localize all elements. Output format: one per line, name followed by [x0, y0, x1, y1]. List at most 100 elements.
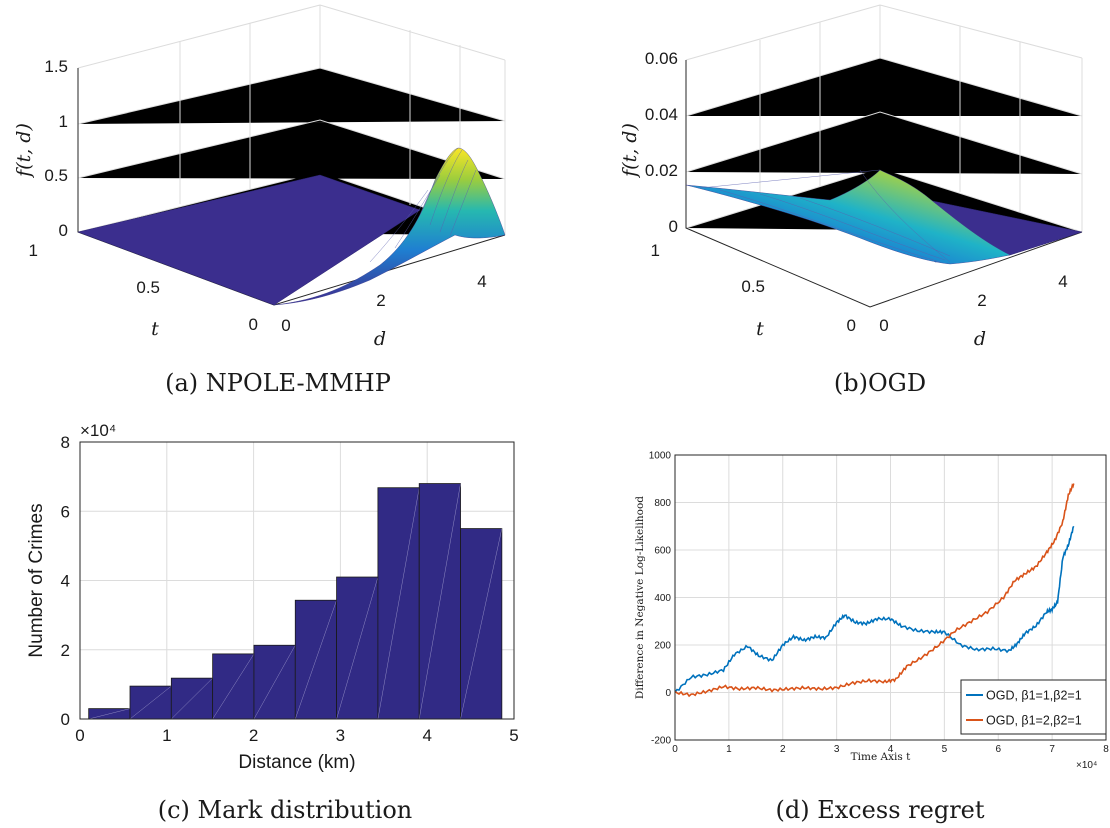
panel-d-ytick-label: 400: [654, 593, 671, 604]
panel-d-axes-frame: [674, 454, 1107, 741]
panel-c-yticks: 0 2 4 6 8: [61, 433, 70, 729]
panel-a-ztick: 0: [59, 221, 68, 240]
panel-b-caption: (b)OGD: [834, 369, 926, 397]
panel-d-xtick-label: 2: [780, 744, 786, 755]
panel-a-surface-mesh: [369, 147, 477, 263]
panel-d-series-line: [674, 483, 1075, 698]
panel-c-ytick-label: 0: [61, 710, 70, 729]
panel-a-zlabel: f(t, d): [13, 123, 35, 179]
panel-b-box: [685, 4, 1083, 308]
panel-c-bar-diagonal: [88, 708, 131, 720]
panel-c-ytick-label: 6: [61, 502, 70, 521]
panel-b-tlabel: t: [756, 318, 764, 340]
panel-c-xtick-label: 2: [249, 726, 258, 745]
panel-a-ttick: 0: [249, 315, 258, 334]
panel-c-bar-diagonal: [171, 677, 213, 720]
panel-a-ztick: 1: [59, 112, 68, 131]
panel-a-tlabel: t: [151, 318, 159, 340]
panel-b-dlabel: d: [974, 328, 986, 350]
panel-c-bars: [88, 483, 503, 720]
panel-d-ylabel: Difference in Negative Log-Likelihood: [634, 496, 646, 699]
panel-c-xtick-label: 5: [509, 726, 518, 745]
panel-b-dtick: 4: [1058, 272, 1067, 291]
panel-d-legend-label-2: OGD, β1=2,β2=1: [986, 714, 1082, 728]
panel-c-xlabel: Distance (km): [238, 752, 355, 773]
panel-a-surface-flat: [77, 174, 421, 306]
panel-d-xtick-label: 6: [995, 744, 1001, 755]
panel-c-xtick-label: 4: [422, 726, 431, 745]
panel-b-dtick: 2: [977, 291, 986, 310]
panel-b-dtick: 0: [879, 316, 888, 335]
panel-b-surface-mesh: [699, 169, 951, 263]
panel-b-ztick: 0.06: [645, 49, 678, 68]
panel-c-axes-frame: [79, 441, 515, 720]
panel-b-ztick: 0.04: [645, 105, 678, 124]
panel-c-ytick-label: 4: [61, 572, 70, 591]
panel-c-ytick-label: 8: [61, 433, 70, 452]
panel-d-ytick-label: 1000: [649, 451, 672, 462]
panel-c-bar-diagonal: [295, 600, 337, 720]
panel-d-xtick-label: 5: [942, 744, 948, 755]
panel-d-xticks: 0 1 2 3 4 5 6 7 8: [672, 744, 1109, 755]
panel-a-dtick: 0: [281, 316, 290, 335]
panel-d-multiplier: ×10⁴: [1076, 760, 1097, 771]
panel-c-xtick-label: 1: [162, 726, 171, 745]
panel-c-xtick-label: 0: [75, 726, 84, 745]
panel-d-xtick-label: 1: [726, 744, 732, 755]
panel-d-xlabel: Time Axis t: [851, 751, 911, 763]
panel-b-zlabel: f(t, d): [619, 123, 641, 179]
panel-b-surface-body: [685, 169, 1011, 265]
panel-d-ytick-label: 600: [654, 546, 671, 557]
panel-c-bar-diagonal: [460, 528, 503, 720]
panel-c-bar-diagonal: [418, 483, 461, 720]
panel-d-xtick-label: 4: [888, 744, 894, 755]
panel-b-ttick: 0.5: [741, 277, 765, 296]
panel-d-ytick-label: -200: [651, 736, 671, 747]
panel-a-ztick: 0.5: [44, 166, 68, 185]
panel-c-bar-diagonal: [129, 685, 172, 720]
panel-a-dtick: 2: [376, 291, 385, 310]
panel-c-bar-diagonal: [377, 487, 420, 720]
panel-d-xtick-label: 8: [1103, 744, 1109, 755]
panel-c-bar-diagonal: [336, 576, 379, 720]
panel-a-surface-peak: [273, 147, 506, 306]
panel-d-ytick-label: 0: [665, 688, 671, 699]
panel-d-legend: OGD, β1=1,β2=1 OGD, β1=2,β2=1: [960, 679, 1107, 735]
panel-a-ztick: 1.5: [44, 57, 68, 76]
panel-d-xtick-label: 3: [834, 744, 840, 755]
panel-c-ytick-label: 2: [61, 641, 70, 660]
panel-c-mark-distribution: 0 1 2 3 4 5 0 2 4 6 8 ×10⁴ Distance (km) Number o…: [26, 421, 519, 824]
panel-c-bar-diagonal: [212, 653, 255, 720]
panel-a-dlabel: d: [374, 328, 386, 350]
panel-d-xtick-label: 0: [672, 744, 678, 755]
panel-d-xtick-label: 7: [1049, 744, 1055, 755]
panel-a-ttick: 0.5: [136, 278, 160, 297]
panel-c-multiplier: ×10⁴: [80, 421, 116, 440]
panel-d-legend-label-1: OGD, β1=1,β2=1: [986, 689, 1082, 703]
panel-a-npole-mmhp: 1.5 1 0.5 0 1 0.5 0 0 2 4 f(t, d) t d: [13, 4, 506, 397]
panel-c-ylabel: Number of Crimes: [26, 503, 47, 657]
panel-d-legend-box: [960, 679, 1107, 735]
panel-c-xtick-label: 3: [336, 726, 345, 745]
panel-d-ytick-label: 800: [654, 498, 671, 509]
panel-a-dtick: 4: [477, 272, 486, 291]
panel-a-caption: (a) NPOLE-MMHP: [165, 369, 391, 397]
panel-d-yticks: -200 0 200 400 600 800 1000: [649, 451, 672, 747]
panel-b-surface: [685, 169, 1083, 265]
panel-d-ytick-label: 200: [654, 641, 671, 652]
panel-c-xticks: 0 1 2 3 4 5: [75, 726, 518, 745]
panel-b-ztick: 0.02: [645, 161, 678, 180]
panel-c-bar-diagonal: [253, 645, 296, 720]
panel-b-ttick: 1: [651, 241, 660, 260]
panel-d-lines: [674, 483, 1075, 698]
panel-d-caption: (d) Excess regret: [775, 796, 984, 824]
panel-d-series-line: [674, 525, 1075, 693]
panel-b-ttick: 0: [847, 316, 856, 335]
panel-a-ttick: 1: [29, 241, 38, 260]
panel-c-caption: (c) Mark distribution: [158, 796, 413, 824]
panel-b-ztick: 0: [669, 217, 678, 236]
panel-a-surface: [77, 147, 506, 306]
panel-b-ogd: 0.06 0.04 0.02 0 1 0.5 0 0 2 4 f(t, d) t…: [619, 4, 1083, 397]
